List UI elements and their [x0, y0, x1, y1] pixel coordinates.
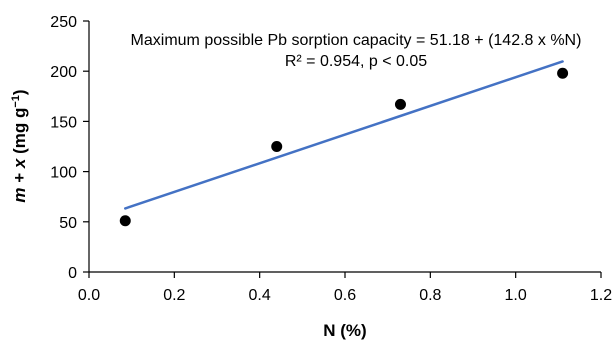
- y-tick-label: 200: [50, 64, 77, 81]
- ticks: 0 50 100 150 200 250 0.0 0.2 0.4 0.6 0.8 1.0 1.2: [50, 14, 612, 304]
- y-axis-title-plus: +: [10, 168, 29, 187]
- y-axis-title-close: ): [10, 89, 29, 95]
- y-axis-title: m + x (mg g−1): [10, 89, 29, 202]
- equation-annotation: Maximum possible Pb sorption capacity = …: [131, 32, 582, 49]
- y-tick-label: 250: [50, 14, 77, 31]
- y-tick-label: 150: [50, 114, 77, 131]
- data-point: [557, 67, 569, 79]
- trendline-layer: [124, 60, 564, 210]
- y-axis-title-m: m: [10, 187, 29, 202]
- x-tick-label: 0.8: [419, 287, 441, 304]
- y-tick-label: 100: [50, 165, 77, 182]
- x-tick-label: 0.2: [163, 287, 185, 304]
- trendline: [124, 60, 564, 210]
- x-tick-label: 0.6: [334, 287, 356, 304]
- y-tick-label: 50: [59, 215, 77, 232]
- y-axis-title-exponent: −1: [10, 95, 22, 108]
- y-axis-title-x: x: [10, 157, 29, 169]
- x-tick-label: 1.0: [505, 287, 527, 304]
- y-axis-title-unit: (mg g: [10, 108, 29, 159]
- x-tick-label: 1.2: [590, 287, 612, 304]
- r-squared-annotation: R² = 0.954, p < 0.05: [285, 53, 427, 70]
- x-tick-label: 0.0: [78, 287, 100, 304]
- x-tick-label: 0.4: [249, 287, 271, 304]
- data-point: [394, 98, 406, 110]
- data-point: [119, 215, 131, 227]
- data-points: [119, 67, 569, 227]
- y-tick-label: 0: [68, 265, 77, 282]
- data-point: [271, 141, 283, 152]
- x-axis-title: N (%): [323, 321, 366, 340]
